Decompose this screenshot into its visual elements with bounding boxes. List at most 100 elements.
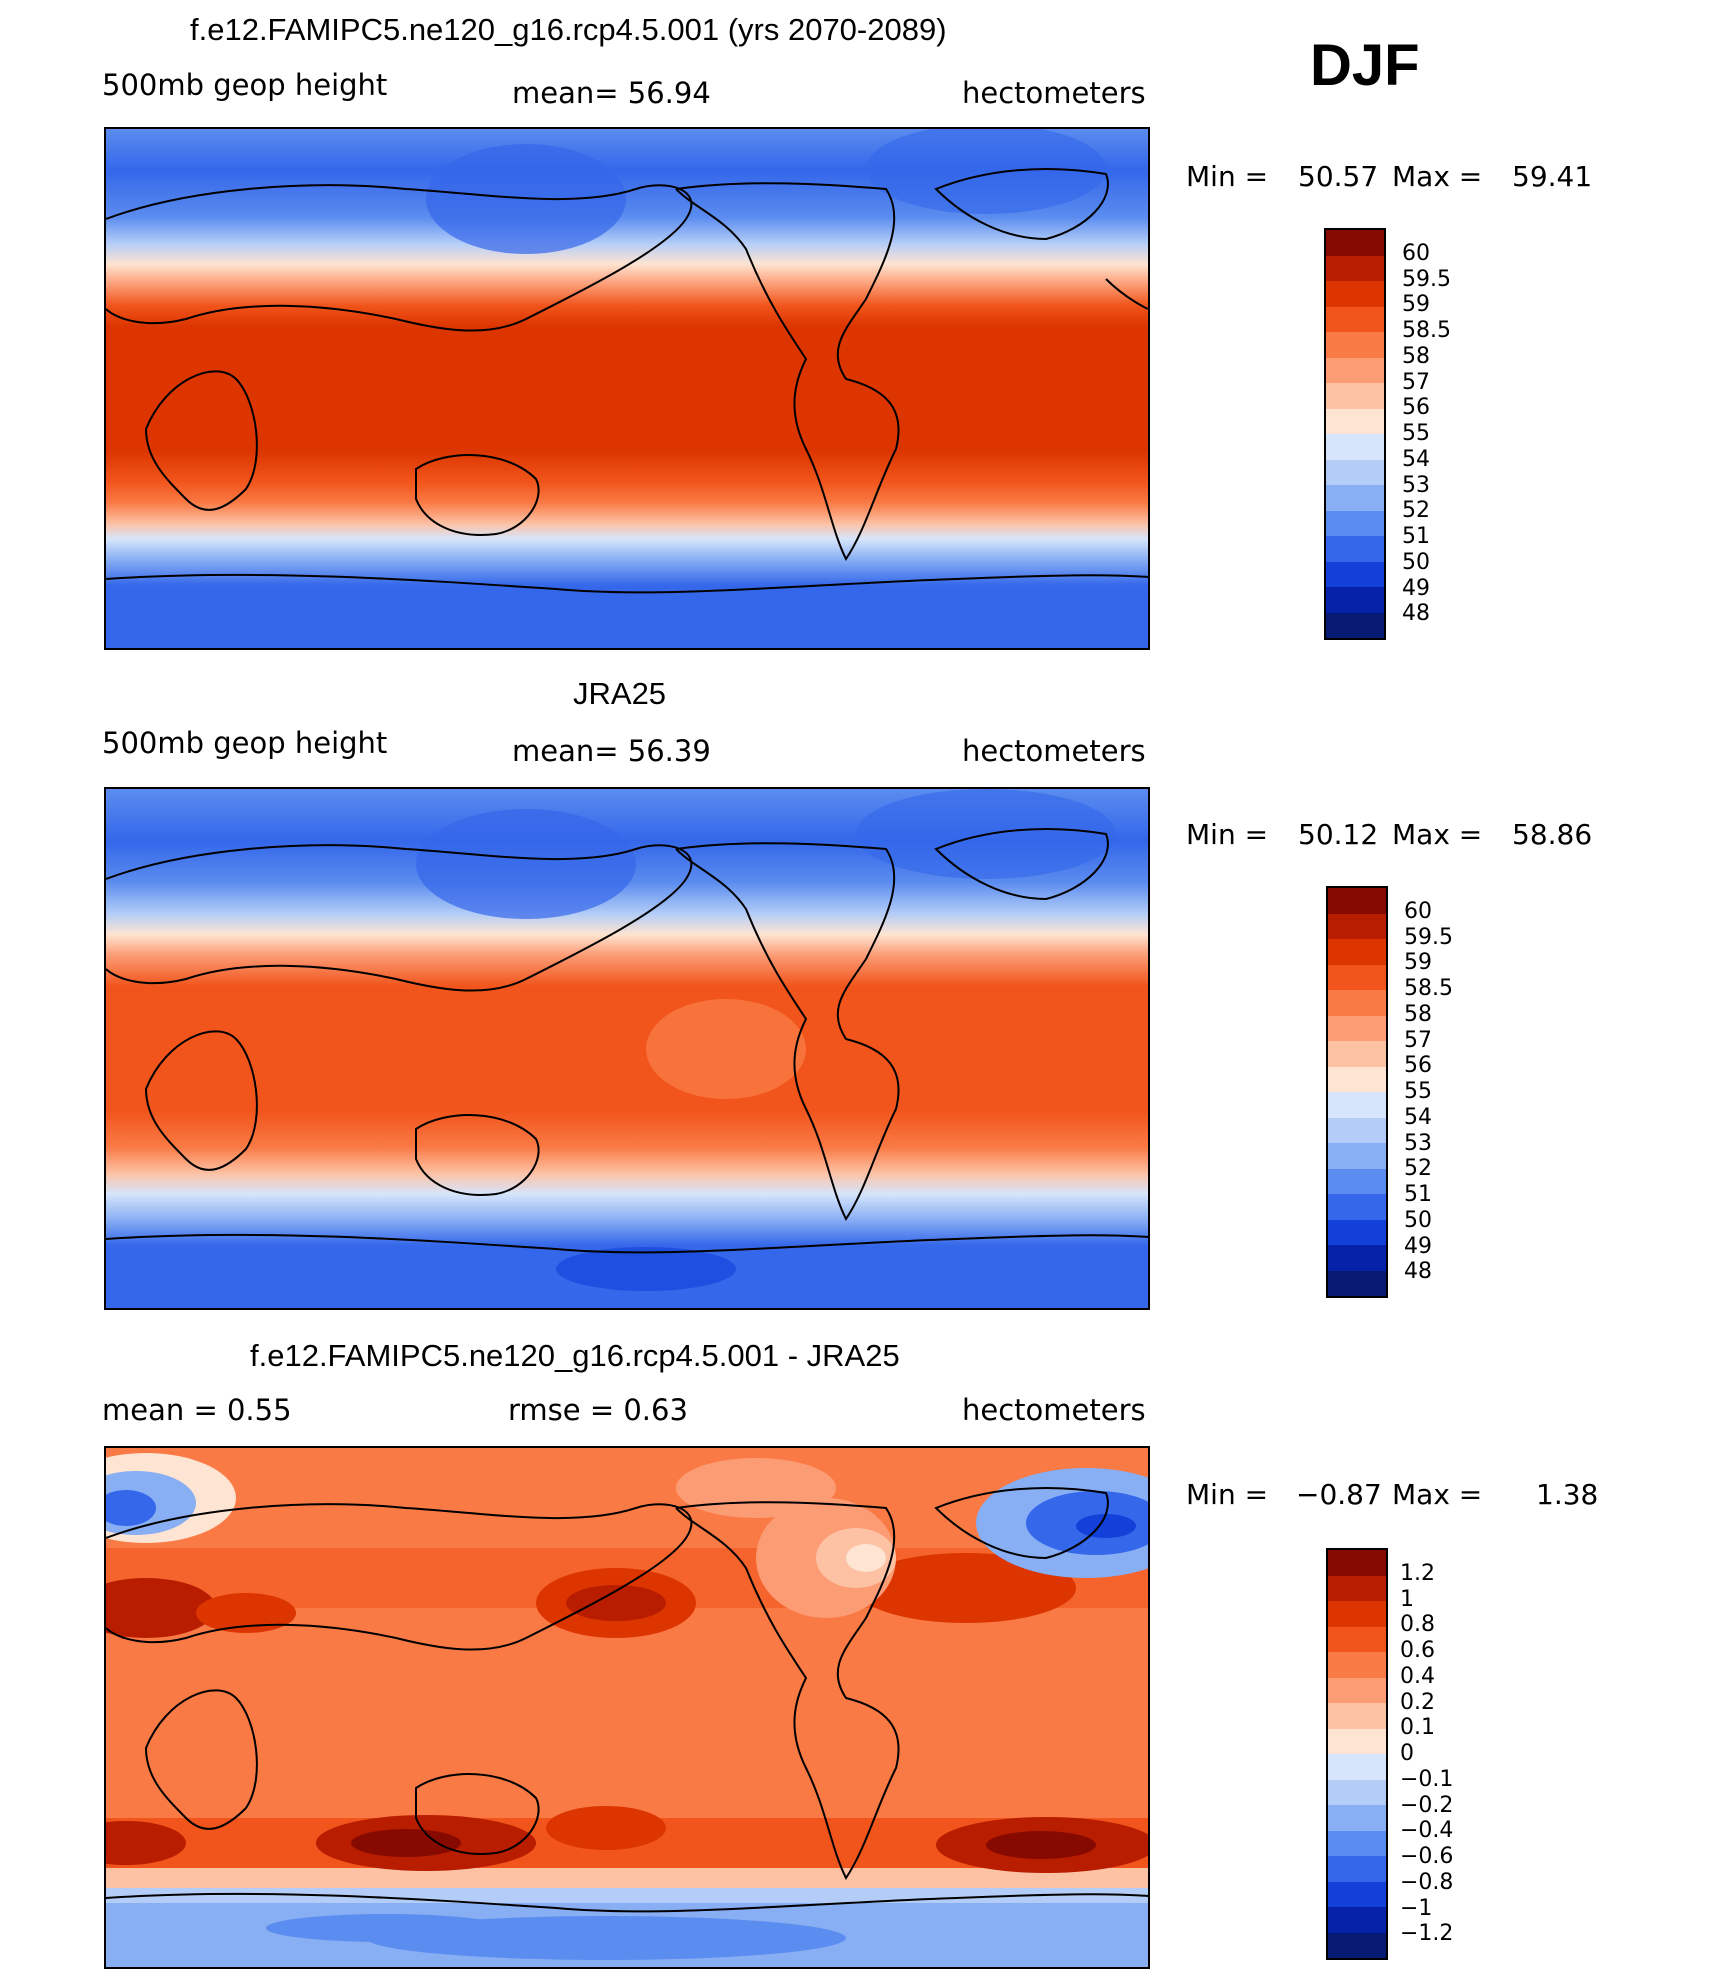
colorbar-tick-label: 49 — [1404, 1233, 1432, 1259]
colorbar-swatch — [1326, 357, 1384, 383]
colorbar-swatch — [1328, 1728, 1386, 1754]
panel2-max-value: 58.86 — [1512, 818, 1593, 851]
colorbar-tick-label: 51 — [1402, 524, 1430, 549]
colorbar-swatch — [1328, 1245, 1386, 1271]
colorbar-tick-label: 50 — [1402, 549, 1430, 575]
colorbar-swatch — [1328, 1015, 1386, 1041]
colorbar-swatch — [1328, 1601, 1386, 1627]
colorbar-tick-label: 56 — [1402, 395, 1430, 421]
panel1-mean-label: mean= 56.94 — [512, 76, 711, 110]
panel2-colorbar — [1326, 886, 1388, 1298]
colorbar-tick-label: 54 — [1404, 1104, 1432, 1130]
panel3-max-value: 1.38 — [1536, 1478, 1599, 1511]
panel1-colorbar — [1324, 228, 1386, 640]
colorbar-swatch — [1326, 434, 1384, 460]
colorbar-tick-label: 0.4 — [1400, 1663, 1435, 1689]
colorbar-swatch — [1326, 383, 1384, 409]
colorbar-tick-label: 54 — [1402, 446, 1430, 472]
panel2-units-label: hectometers — [962, 734, 1146, 768]
colorbar-swatch — [1328, 1754, 1386, 1780]
colorbar-swatch — [1326, 230, 1384, 256]
season-label: DJF — [1310, 33, 1420, 98]
colorbar-tick-label: 49 — [1402, 575, 1430, 601]
colorbar-swatch — [1326, 332, 1384, 358]
colorbar-swatch — [1328, 888, 1386, 914]
colorbar-tick-label: 55 — [1402, 421, 1430, 446]
colorbar-swatch — [1328, 1652, 1386, 1678]
colorbar-tick-label: 58 — [1404, 1001, 1432, 1027]
colorbar-swatch — [1328, 1881, 1386, 1907]
colorbar-tick-label: 58.5 — [1404, 976, 1453, 1001]
colorbar-swatch — [1326, 536, 1384, 562]
panel1-max-value: 59.41 — [1512, 160, 1593, 193]
colorbar-tick-label: 59.5 — [1402, 266, 1451, 292]
colorbar-swatch — [1328, 1805, 1386, 1831]
colorbar-swatch — [1328, 1830, 1386, 1856]
colorbar-swatch — [1326, 306, 1384, 332]
panel2-map — [104, 787, 1150, 1310]
colorbar-tick-label: 48 — [1402, 601, 1430, 627]
panel2-max-label: Max = — [1392, 818, 1483, 851]
colorbar-tick-label: 52 — [1402, 498, 1430, 524]
panel1-max-label: Max = — [1392, 160, 1483, 193]
panel1-coastlines — [106, 168, 1148, 594]
panel1-title: f.e12.FAMIPC5.ne120_g16.rcp4.5.001 (yrs … — [190, 12, 947, 47]
colorbar-tick-label: 57 — [1402, 369, 1430, 395]
colorbar-swatch — [1326, 587, 1384, 613]
panel2-mean-label: mean= 56.39 — [512, 734, 711, 768]
colorbar-tick-label: 0.6 — [1400, 1638, 1435, 1663]
panel3-colorbar — [1326, 1548, 1388, 1960]
colorbar-tick-label: −1 — [1400, 1895, 1433, 1921]
panel1-min-label: Min = — [1186, 160, 1269, 193]
panel1-units-label: hectometers — [962, 76, 1146, 110]
colorbar-swatch — [1326, 510, 1384, 536]
colorbar-tick-label: 50 — [1404, 1207, 1432, 1233]
panel3-title: f.e12.FAMIPC5.ne120_g16.rcp4.5.001 - JRA… — [250, 1338, 900, 1373]
colorbar-swatch — [1328, 1117, 1386, 1143]
panel3-min-label: Min = — [1186, 1478, 1269, 1511]
panel3-max-label: Max = — [1392, 1478, 1483, 1511]
panel1-variable-label: 500mb geop height — [102, 68, 388, 102]
colorbar-swatch — [1326, 255, 1384, 281]
panel3-rmse-label: rmse = 0.63 — [508, 1393, 688, 1427]
colorbar-tick-label: 59 — [1402, 292, 1430, 318]
panel2-min-label: Min = — [1186, 818, 1269, 851]
colorbar-tick-label: 55 — [1404, 1079, 1432, 1104]
colorbar-swatch — [1328, 1677, 1386, 1703]
colorbar-tick-label: 57 — [1404, 1027, 1432, 1053]
panel2-min-value: 50.12 — [1298, 818, 1379, 851]
colorbar-tick-label: −0.4 — [1400, 1818, 1454, 1844]
colorbar-swatch — [1326, 408, 1384, 434]
colorbar-swatch — [1328, 964, 1386, 990]
colorbar-swatch — [1328, 1270, 1386, 1296]
panel3-mean-label: mean = 0.55 — [102, 1393, 292, 1427]
colorbar-tick-label: 59.5 — [1404, 924, 1453, 950]
colorbar-tick-label: 60 — [1402, 240, 1430, 266]
colorbar-swatch — [1328, 1703, 1386, 1729]
colorbar-tick-label: 0.1 — [1400, 1715, 1435, 1741]
colorbar-swatch — [1328, 1907, 1386, 1933]
panel3-min-value: −0.87 — [1296, 1478, 1382, 1511]
colorbar-tick-label: 53 — [1404, 1130, 1432, 1156]
colorbar-swatch — [1328, 1550, 1386, 1576]
colorbar-tick-label: 0.2 — [1400, 1689, 1435, 1715]
colorbar-tick-label: 59 — [1404, 950, 1432, 976]
colorbar-tick-label: −1.2 — [1400, 1921, 1454, 1947]
colorbar-swatch — [1328, 1932, 1386, 1958]
colorbar-tick-label: 1 — [1400, 1586, 1414, 1612]
colorbar-swatch — [1328, 1143, 1386, 1169]
colorbar-swatch — [1328, 1626, 1386, 1652]
colorbar-tick-label: 51 — [1404, 1182, 1432, 1207]
colorbar-tick-label: 0.8 — [1400, 1612, 1435, 1638]
colorbar-tick-label: 0 — [1400, 1741, 1414, 1766]
panel2-variable-label: 500mb geop height — [102, 726, 388, 760]
colorbar-tick-label: 53 — [1402, 472, 1430, 498]
colorbar-swatch — [1326, 612, 1384, 638]
colorbar-swatch — [1326, 561, 1384, 587]
colorbar-tick-label: 52 — [1404, 1156, 1432, 1182]
panel3-map — [104, 1446, 1150, 1969]
colorbar-tick-label: 58.5 — [1402, 318, 1451, 343]
colorbar-swatch — [1328, 1194, 1386, 1220]
colorbar-swatch — [1326, 459, 1384, 485]
colorbar-swatch — [1326, 281, 1384, 307]
